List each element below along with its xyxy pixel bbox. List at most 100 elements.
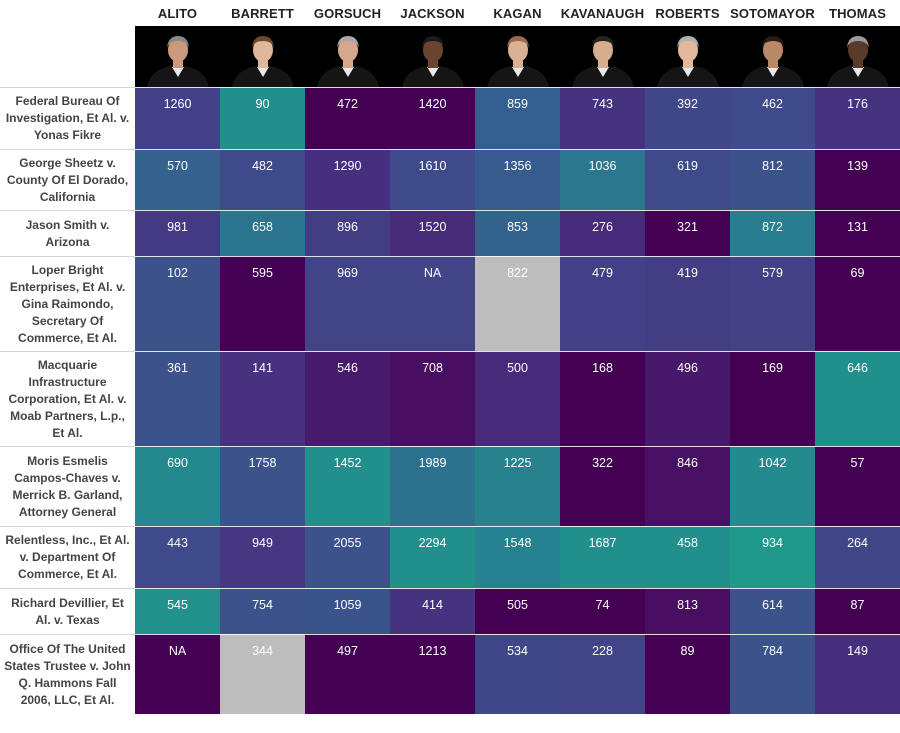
heatmap-cell: 462 — [730, 87, 815, 149]
heatmap-cell: 853 — [475, 210, 560, 256]
heatmap-cell: 822 — [475, 256, 560, 351]
justice-portrait — [390, 26, 475, 87]
justice-portrait — [135, 26, 220, 87]
heatmap-cell: 579 — [730, 256, 815, 351]
heatmap-cell: 981 — [135, 210, 220, 256]
heatmap-cell: 1260 — [135, 87, 220, 149]
heatmap-cell: 90 — [220, 87, 305, 149]
heatmap-cell: 1989 — [390, 446, 475, 526]
heatmap-cell: 139 — [815, 149, 900, 210]
heatmap-cell: 846 — [645, 446, 730, 526]
column-header: JACKSON — [390, 0, 475, 26]
heatmap-cell: 595 — [220, 256, 305, 351]
heatmap-cell: 1758 — [220, 446, 305, 526]
heatmap-cell: 2055 — [305, 526, 390, 588]
corner-cell — [0, 0, 135, 87]
heatmap-cell: 619 — [645, 149, 730, 210]
heatmap-cell: 1548 — [475, 526, 560, 588]
heatmap-cell: 131 — [815, 210, 900, 256]
heatmap-cell: 1213 — [390, 634, 475, 714]
heatmap-cell: 1059 — [305, 588, 390, 634]
heatmap-cell: 472 — [305, 87, 390, 149]
heatmap-cell: 872 — [730, 210, 815, 256]
heatmap-cell: NA — [390, 256, 475, 351]
heatmap-cell: 228 — [560, 634, 645, 714]
heatmap-cell: 414 — [390, 588, 475, 634]
heatmap-cell: 264 — [815, 526, 900, 588]
heatmap-cell: 500 — [475, 351, 560, 446]
case-label: Richard Devillier, Et Al. v. Texas — [0, 588, 135, 634]
heatmap-cell: 443 — [135, 526, 220, 588]
heatmap-cell: 743 — [560, 87, 645, 149]
heatmap-cell: 419 — [645, 256, 730, 351]
heatmap-cell: 545 — [135, 588, 220, 634]
column-header: ROBERTS — [645, 0, 730, 26]
heatmap-cell: 784 — [730, 634, 815, 714]
column-header: GORSUCH — [305, 0, 390, 26]
heatmap-cell: 534 — [475, 634, 560, 714]
heatmap-cell: 658 — [220, 210, 305, 256]
case-label: Loper Bright Enterprises, Et Al. v. Gina… — [0, 256, 135, 351]
heatmap-cell: 496 — [645, 351, 730, 446]
justice-portrait — [730, 26, 815, 87]
heatmap-cell: 1452 — [305, 446, 390, 526]
heatmap-cell: NA — [135, 634, 220, 714]
heatmap-cell: 546 — [305, 351, 390, 446]
heatmap-cell: 614 — [730, 588, 815, 634]
heatmap-cell: 646 — [815, 351, 900, 446]
heatmap-cell: 69 — [815, 256, 900, 351]
heatmap-cell: 497 — [305, 634, 390, 714]
case-label: Jason Smith v. Arizona — [0, 210, 135, 256]
case-label: Macquarie Infrastructure Corporation, Et… — [0, 351, 135, 446]
heatmap-cell: 1610 — [390, 149, 475, 210]
heatmap-cell: 141 — [220, 351, 305, 446]
heatmap-cell: 479 — [560, 256, 645, 351]
heatmap-cell: 322 — [560, 446, 645, 526]
heatmap-cell: 708 — [390, 351, 475, 446]
heatmap-cell: 690 — [135, 446, 220, 526]
heatmap-cell: 321 — [645, 210, 730, 256]
heatmap-cell: 934 — [730, 526, 815, 588]
heatmap-cell: 812 — [730, 149, 815, 210]
justice-portrait — [560, 26, 645, 87]
heatmap-cell: 2294 — [390, 526, 475, 588]
column-header: ALITO — [135, 0, 220, 26]
heatmap-cell: 169 — [730, 351, 815, 446]
justice-portrait — [305, 26, 390, 87]
heatmap-cell: 74 — [560, 588, 645, 634]
heatmap-cell: 570 — [135, 149, 220, 210]
column-header: BARRETT — [220, 0, 305, 26]
heatmap-cell: 458 — [645, 526, 730, 588]
heatmap-cell: 149 — [815, 634, 900, 714]
heatmap-cell: 1042 — [730, 446, 815, 526]
heatmap-cell: 1420 — [390, 87, 475, 149]
heatmap-cell: 1356 — [475, 149, 560, 210]
case-label: Relentless, Inc., Et Al. v. Department O… — [0, 526, 135, 588]
column-header: KAGAN — [475, 0, 560, 26]
case-label: Moris Esmelis Campos-Chaves v. Merrick B… — [0, 446, 135, 526]
column-header: THOMAS — [815, 0, 900, 26]
heatmap-cell: 344 — [220, 634, 305, 714]
justice-portrait — [475, 26, 560, 87]
heatmap-cell: 87 — [815, 588, 900, 634]
heatmap-cell: 1036 — [560, 149, 645, 210]
heatmap-cell: 361 — [135, 351, 220, 446]
heatmap-cell: 754 — [220, 588, 305, 634]
heatmap-cell: 168 — [560, 351, 645, 446]
column-header: KAVANAUGH — [560, 0, 645, 26]
case-label: George Sheetz v. County Of El Dorado, Ca… — [0, 149, 135, 210]
heatmap-cell: 813 — [645, 588, 730, 634]
heatmap-cell: 896 — [305, 210, 390, 256]
justice-portrait — [815, 26, 900, 87]
heatmap-cell: 505 — [475, 588, 560, 634]
justice-portrait — [645, 26, 730, 87]
heatmap-cell: 1290 — [305, 149, 390, 210]
case-label: Federal Bureau Of Investigation, Et Al. … — [0, 87, 135, 149]
heatmap-cell: 859 — [475, 87, 560, 149]
heatmap-cell: 1225 — [475, 446, 560, 526]
heatmap-cell: 276 — [560, 210, 645, 256]
heatmap-cell: 89 — [645, 634, 730, 714]
column-header: SOTOMAYOR — [730, 0, 815, 26]
heatmap-cell: 102 — [135, 256, 220, 351]
